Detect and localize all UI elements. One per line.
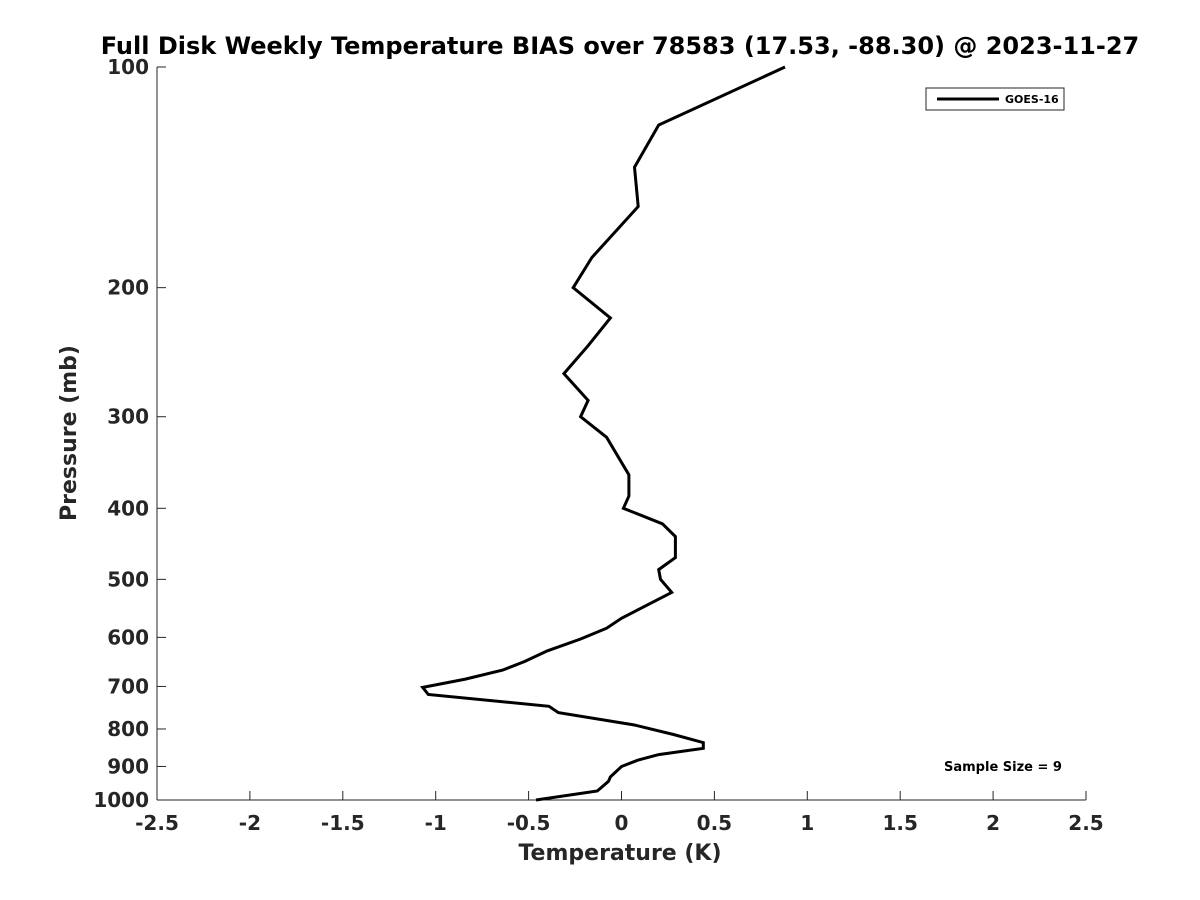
x-tick-label: -1.5: [321, 811, 365, 835]
x-axis-label: Temperature (K): [518, 841, 721, 866]
x-tick-label: 1: [800, 811, 814, 835]
x-tick-label: -2.5: [135, 811, 179, 835]
x-tick-label: 0: [615, 811, 629, 835]
y-tick-label: 800: [107, 717, 149, 741]
legend-label-goes-16: GOES-16: [1005, 93, 1059, 106]
y-tick-label: 300: [107, 405, 149, 429]
x-tick-label: 1.5: [882, 811, 917, 835]
x-tick-label: 2: [986, 811, 1000, 835]
x-tick-label: -2: [239, 811, 261, 835]
x-tick-label: 2.5: [1068, 811, 1103, 835]
x-tick-label: -1: [425, 811, 447, 835]
y-tick-label: 100: [107, 55, 149, 79]
series-line-goes-16: [419, 65, 786, 802]
sample-size-annotation: Sample Size = 9: [944, 760, 1062, 775]
x-axis: -2.5 -2 -1.5 -1 -0.5 0 0.5 1 1.5 2 2.5: [135, 791, 1104, 835]
x-tick-label: -0.5: [507, 811, 551, 835]
y-tick-label: 200: [107, 276, 149, 300]
y-tick-label: 600: [107, 625, 149, 649]
chart-title: Full Disk Weekly Temperature BIAS over 7…: [101, 32, 1140, 60]
legend: GOES-16: [925, 87, 1065, 111]
y-tick-label: 1000: [93, 788, 149, 812]
y-tick-label: 500: [107, 567, 149, 591]
y-tick-label: 900: [107, 754, 149, 778]
y-tick-label: 700: [107, 674, 149, 698]
series-layer: [419, 65, 786, 802]
y-tick-label: 400: [107, 496, 149, 520]
y-axis-label: Pressure (mb): [57, 345, 82, 521]
x-tick-label: 0.5: [697, 811, 732, 835]
y-axis: 100 200 300 400 500 600 700 800 900 1000: [93, 55, 166, 812]
